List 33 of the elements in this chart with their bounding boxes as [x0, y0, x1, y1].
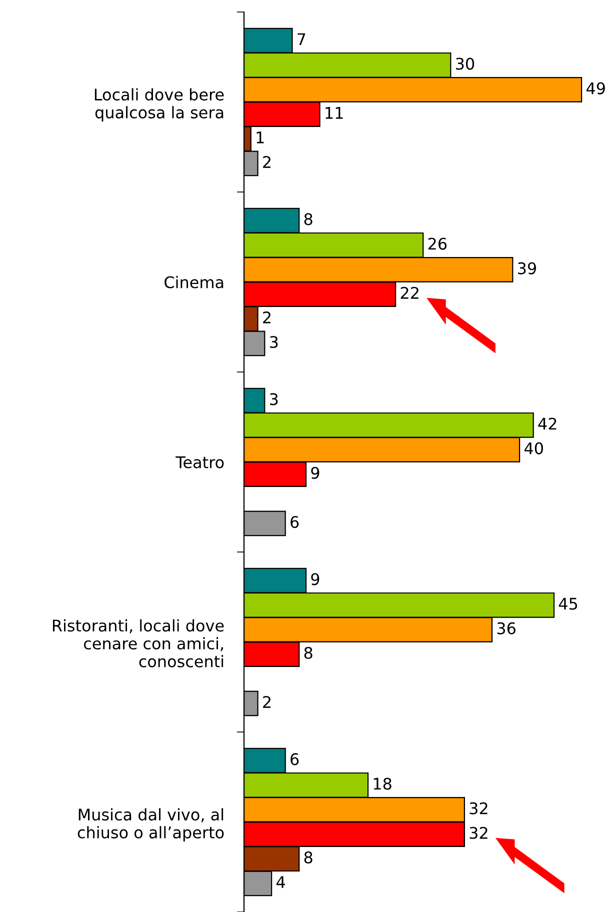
data-label: 7 [298, 33, 306, 45]
data-label: 3 [270, 393, 278, 406]
data-label: 45 [558, 598, 578, 610]
data-label: 39 [518, 262, 536, 274]
data-label: 6 [290, 516, 299, 528]
data-label: 40 [524, 442, 543, 454]
data-label: 11 [326, 107, 343, 119]
data-label: 36 [497, 622, 516, 634]
y-tick-label: Musica dal vivo, al chiuso o all’aperto [78, 808, 224, 842]
data-label: 8 [304, 646, 312, 659]
data-label: 30 [456, 58, 474, 70]
data-label: 1 [256, 132, 264, 144]
y-tick-label: Locali dove bere qualcosa la sera [94, 88, 224, 122]
data-label: 18 [374, 778, 392, 790]
data-label: 8 [304, 851, 312, 864]
data-label: 22 [400, 286, 418, 299]
data-label: 49 [586, 82, 605, 94]
data-label: 9 [311, 573, 320, 586]
y-tick-label: Ristoranti, locali dove cenare con amici, conoscenti [52, 619, 224, 668]
data-label: 32 [470, 802, 488, 814]
data-label: 26 [428, 238, 447, 250]
data-label: 6 [290, 753, 299, 766]
data-label: 42 [538, 418, 556, 430]
data-label: 2 [263, 156, 270, 168]
data-label: 3 [270, 336, 278, 348]
data-label: 2 [263, 311, 270, 324]
data-label: 32 [470, 826, 488, 839]
y-tick-label: Teatro [176, 456, 224, 468]
y-tick-label: Cinema [164, 276, 224, 288]
data-label: 8 [304, 213, 312, 226]
data-label: 2 [263, 696, 270, 708]
data-label: 9 [311, 466, 320, 479]
data-label: 4 [276, 876, 285, 888]
